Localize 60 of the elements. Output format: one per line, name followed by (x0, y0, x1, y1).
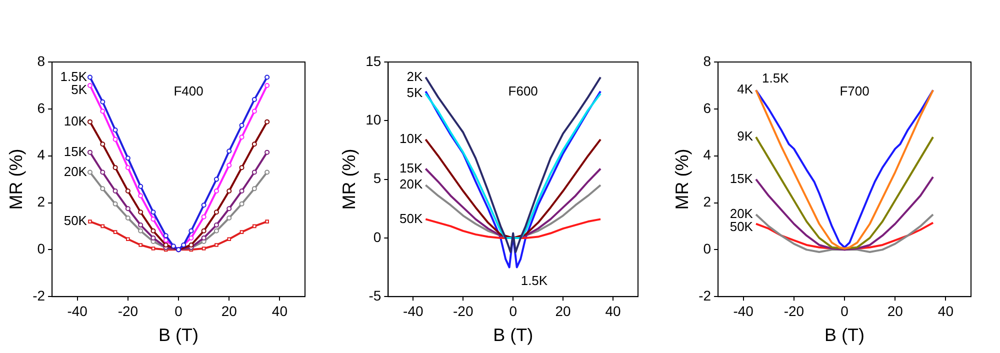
y-tick-label: 2 (703, 194, 712, 210)
series-label: 10K (64, 113, 88, 128)
series-label: 15K (400, 160, 423, 176)
x-tick-label: 40 (938, 302, 954, 319)
series-label: 9K (737, 128, 754, 144)
x-tick-label: 0 (840, 302, 849, 319)
x-tick-label: -20 (784, 302, 804, 319)
y-tick-label: 6 (37, 100, 46, 116)
series-label: 50K (64, 213, 88, 228)
x-tick-label: 40 (272, 302, 288, 319)
series-label: 2K (406, 68, 423, 84)
x-axis-title: B (T) (493, 325, 534, 346)
series-label: 5K (71, 82, 88, 97)
series-label: 5K (406, 85, 423, 100)
x-tick-label: -40 (403, 302, 424, 319)
y-tick-label: -2 (32, 287, 46, 304)
x-axis-title: B (T) (824, 325, 865, 346)
x-tick-label: -20 (453, 302, 474, 319)
series-label: 15K (64, 144, 88, 159)
annotation: F700 (840, 84, 870, 99)
y-tick-label: 6 (703, 100, 712, 116)
y-tick-label: 10 (366, 112, 382, 128)
series-label: 1.5K (762, 70, 790, 86)
x-tick-label: -40 (67, 302, 88, 319)
series-label: 15K (730, 170, 754, 186)
annotation: F600 (508, 84, 538, 99)
y-axis-title: MR (%) (338, 148, 359, 210)
x-tick-label: 20 (555, 302, 572, 319)
annotation: F400 (174, 84, 204, 99)
x-tick-label: 20 (887, 302, 904, 319)
x-tick-label: -20 (118, 302, 138, 319)
y-tick-label: 8 (703, 52, 712, 69)
y-tick-label: 4 (37, 146, 46, 163)
y-tick-label: 0 (373, 228, 382, 245)
series-label: 20K (730, 206, 754, 222)
series-label: 1.5K (60, 68, 88, 84)
y-tick-label: 4 (703, 146, 712, 163)
series-label: 10K (400, 130, 423, 146)
series-label: 50K (730, 219, 754, 234)
y-tick-label: 5 (373, 170, 382, 186)
y-tick-label: 8 (37, 52, 46, 69)
series-label: 20K (64, 164, 88, 179)
x-tick-label: 0 (174, 302, 183, 319)
series-label: 50K (400, 210, 423, 226)
y-tick-label: 0 (703, 240, 712, 257)
x-axis-title: B (T) (158, 325, 199, 346)
y-axis-title: MR (%) (672, 148, 692, 210)
x-tick-label: -40 (733, 302, 754, 319)
series-label: 1.5K (520, 272, 548, 288)
series-label: 4K (737, 82, 754, 97)
y-tick-label: 2 (37, 194, 46, 210)
x-tick-label: 20 (221, 302, 238, 319)
y-tick-label: 15 (366, 52, 382, 69)
series-label: 20K (400, 176, 423, 192)
x-tick-label: 40 (605, 302, 622, 319)
y-tick-label: -2 (698, 287, 712, 304)
x-tick-label: 0 (509, 302, 518, 319)
y-axis-title: MR (%) (6, 148, 26, 210)
y-tick-label: -5 (368, 287, 382, 304)
y-tick-label: 0 (37, 240, 46, 257)
